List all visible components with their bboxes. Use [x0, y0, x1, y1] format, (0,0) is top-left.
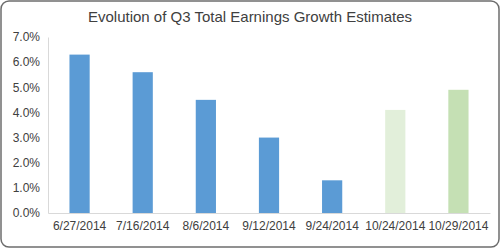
bar [259, 138, 279, 213]
x-tick-label: 9/12/2014 [242, 219, 296, 233]
y-tick-label: 3.0% [13, 131, 41, 145]
chart: Evolution of Q3 Total Earnings Growth Es… [0, 0, 500, 248]
x-tick: 9/24/2014 [305, 213, 359, 233]
y-axis-line [48, 38, 49, 214]
x-tick: 10/29/2014 [428, 213, 488, 233]
x-tick-label: 10/24/2014 [365, 219, 425, 233]
y-tick: 4.0% [13, 106, 48, 120]
chart-title: Evolution of Q3 Total Earnings Growth Es… [88, 8, 412, 25]
y-tick-label: 6.0% [13, 55, 41, 69]
y-axis: 0.0% 1.0% 2.0% 3.0% 4.0% 5.0% 6.0% 7.0% [13, 30, 49, 220]
bar [448, 90, 468, 213]
x-tick-label: 6/27/2014 [53, 219, 107, 233]
bar [385, 110, 405, 213]
bar [133, 72, 153, 213]
y-tick: 1.0% [13, 181, 48, 195]
x-tick: 9/12/2014 [242, 213, 296, 233]
x-tick: 6/27/2014 [53, 213, 107, 233]
x-axis-line [49, 213, 491, 214]
x-tick-label: 8/6/2014 [182, 219, 229, 233]
y-tick: 5.0% [13, 81, 48, 95]
x-tick: 7/16/2014 [116, 213, 170, 233]
y-tick-label: 2.0% [13, 156, 41, 170]
chart-frame [1, 1, 499, 247]
x-tick-label: 10/29/2014 [428, 219, 488, 233]
y-tick-label: 0.0% [13, 206, 41, 220]
bar [196, 100, 216, 213]
x-axis: 6/27/2014 7/16/2014 8/6/2014 9/12/2014 9/24/… [49, 213, 491, 233]
x-tick-label: 7/16/2014 [116, 219, 170, 233]
y-tick-label: 1.0% [13, 181, 41, 195]
y-tick: 2.0% [13, 156, 48, 170]
y-tick-label: 4.0% [13, 106, 41, 120]
y-tick: 6.0% [13, 55, 48, 69]
x-tick: 8/6/2014 [182, 213, 229, 233]
x-tick: 10/24/2014 [365, 213, 425, 233]
bar [322, 180, 342, 213]
y-tick-label: 5.0% [13, 81, 41, 95]
bars [69, 55, 468, 213]
y-tick: 0.0% [13, 206, 48, 220]
bar [69, 55, 89, 213]
plot: 0.0% 1.0% 2.0% 3.0% 4.0% 5.0% 6.0% 7.0% 6/27/201… [13, 30, 491, 232]
x-tick-label: 9/24/2014 [305, 219, 359, 233]
y-tick: 3.0% [13, 131, 48, 145]
y-tick-label: 7.0% [13, 30, 41, 44]
y-tick: 7.0% [13, 30, 48, 44]
